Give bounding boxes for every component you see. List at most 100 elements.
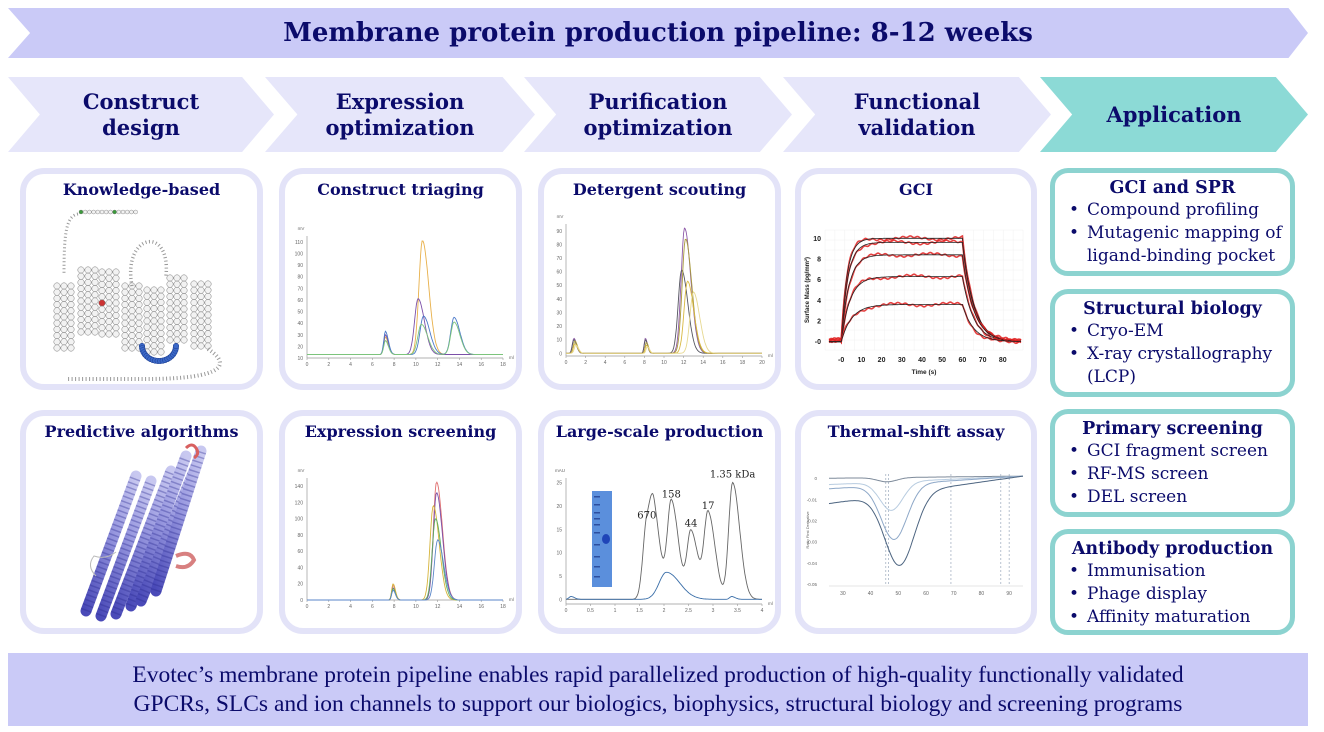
x-tick-label: 4 [349,362,352,368]
x-tick-label: 20 [878,357,886,364]
residue [108,209,113,215]
residue [53,288,61,296]
residue [84,278,92,286]
residue [53,332,61,340]
residue [197,323,205,331]
residue [77,322,85,330]
y-axis-label: mV [298,226,305,231]
residue [180,317,188,325]
residue [128,313,136,321]
residue [150,323,158,331]
residue [204,299,212,307]
residue [150,298,158,306]
x-tick-label: 14 [457,362,463,368]
extracellular-loop [128,239,168,287]
x-tick-label: 10 [413,362,419,368]
application-title: Antibody production [1071,539,1274,559]
protein-structure-model [80,443,207,622]
y-tick-label: 110 [295,240,303,246]
application-antibody-production: Antibody production Immunisation Phage d… [1050,529,1295,635]
residue [121,332,129,340]
residue [166,330,174,338]
residue [128,288,136,296]
residue [91,272,99,280]
residue [87,209,92,215]
residue [173,274,181,282]
residue [190,299,198,307]
residue [105,268,113,276]
residue [91,316,99,324]
residue [116,209,122,215]
application-item: Affinity maturation [1063,606,1282,629]
y-tick-label: 20 [556,324,562,330]
residue [190,305,198,313]
residue [91,266,99,274]
pipeline-title-banner: Membrane protein production pipeline: 8-… [8,8,1308,58]
residue [105,324,113,332]
residue [67,332,75,340]
y-axis-label: Ratio First Derivative [805,511,810,549]
card-large-scale-production: Large-scale production 0 0.5 1 1.5 2 2.5 3 3.5 4… [538,410,781,634]
y-tick-label: 140 [295,484,304,490]
y-tick-label: 120 [295,500,304,506]
application-item: Cryo-EM [1063,320,1282,343]
residue [91,309,99,317]
stage-label: Application [1106,101,1242,127]
residue [157,348,165,356]
residue [143,286,151,294]
residue [120,209,126,215]
x-tick-label: 14 [457,604,463,610]
residue [157,329,165,337]
residue [84,316,92,324]
series-line-pale [566,291,762,354]
x-tick-label: 90 [1006,591,1012,597]
stage-label: Construct [82,88,200,114]
residue [84,297,92,305]
residue [157,342,165,350]
residue [98,305,106,313]
y-tick-label: -0.05 [807,582,818,587]
x-tick-label: 70 [951,591,957,597]
residue [180,311,188,319]
stage-label: optimization [583,114,733,140]
residue [60,313,68,321]
residue [128,301,136,309]
residue [84,266,92,274]
residue [77,328,85,336]
y-tick-label: 70 [556,256,562,262]
residue [99,209,105,215]
x-tick-label: 14 [700,360,706,366]
stage-label: optimization [325,114,475,140]
y-tick-label: 90 [297,263,303,269]
gel-sample-band [602,534,610,544]
chart-large-scale-production: 0 0.5 1 1.5 2 2.5 3 3.5 4 0 5 10 15 20 25 ml mAU 670 158 44… [555,468,773,614]
residue [84,272,92,280]
residue [190,336,198,344]
gel-marker-band [594,556,600,558]
card-knowledge-based: Knowledge-based [20,168,263,390]
residue [53,282,61,290]
residue [98,330,106,338]
residue [98,293,106,301]
residue [77,309,85,317]
gel-marker-band [594,518,600,520]
residue [67,282,75,290]
y-tick-label: 2 [817,319,821,326]
peak-annotation: 670 [637,511,656,522]
residue [98,287,106,295]
residue [84,291,92,299]
residue [128,325,136,333]
chart-thermal-shift: 30 40 50 60 70 80 90 0 -0.01 -0.02 -0.03 -0.04 -0.05… [805,474,1024,597]
residue [121,325,129,333]
card-title: Thermal-shift assay [827,422,1005,441]
residue [112,268,120,276]
footer-line: GPCRs, SLCs and ion channels to support … [133,690,1183,717]
residue [180,324,188,332]
residue [60,282,68,290]
y-tick-label: 70 [297,286,303,292]
x-tick-label: 2 [663,608,666,614]
helix-terminal-red [184,443,200,460]
residue [60,319,68,327]
peak-annotation: 17 [702,501,715,512]
residue [129,209,134,215]
